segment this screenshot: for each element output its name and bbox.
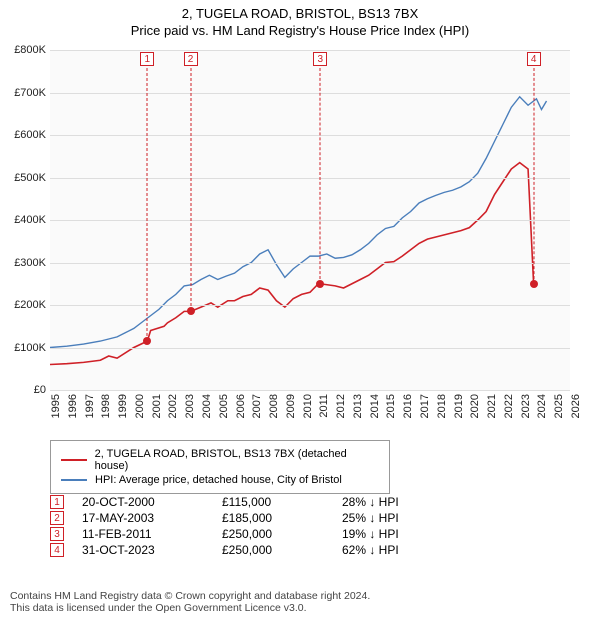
grid-line-h bbox=[50, 348, 570, 349]
marker-dot bbox=[530, 280, 538, 288]
table-cell-delta: 25% ↓ HPI bbox=[342, 511, 482, 525]
table-cell-date: 31-OCT-2023 bbox=[82, 543, 222, 557]
legend-item-hpi: HPI: Average price, detached house, City… bbox=[61, 474, 379, 486]
x-axis-label: 2024 bbox=[536, 394, 548, 418]
y-axis-label: £500K bbox=[14, 172, 46, 184]
grid-line-h bbox=[50, 220, 570, 221]
x-axis-label: 2000 bbox=[134, 394, 146, 418]
table-cell-delta: 19% ↓ HPI bbox=[342, 527, 482, 541]
grid-line-h bbox=[50, 178, 570, 179]
legend-swatch-property bbox=[61, 459, 87, 461]
x-axis-label: 1996 bbox=[67, 394, 79, 418]
x-axis-label: 1995 bbox=[50, 394, 62, 418]
x-axis-label: 2015 bbox=[385, 394, 397, 418]
x-axis-label: 2004 bbox=[201, 394, 213, 418]
x-axis-label: 2025 bbox=[553, 394, 565, 418]
marker-number-box: 2 bbox=[184, 52, 198, 66]
y-axis-label: £600K bbox=[14, 129, 46, 141]
x-axis-label: 2005 bbox=[218, 394, 230, 418]
table-cell-index: 3 bbox=[50, 527, 64, 541]
grid-line-h bbox=[50, 50, 570, 51]
x-axis-label: 2017 bbox=[419, 394, 431, 418]
footer-attribution: Contains HM Land Registry data © Crown c… bbox=[10, 590, 370, 614]
marker-dashed-line bbox=[533, 68, 534, 284]
x-axis-label: 2012 bbox=[335, 394, 347, 418]
grid-line-h bbox=[50, 135, 570, 136]
y-axis-label: £100K bbox=[14, 342, 46, 354]
x-axis-label: 2026 bbox=[570, 394, 582, 418]
y-axis-label: £800K bbox=[14, 44, 46, 56]
legend-swatch-hpi bbox=[61, 479, 87, 481]
marker-number-box: 3 bbox=[313, 52, 327, 66]
y-axis-label: £700K bbox=[14, 87, 46, 99]
legend-label-hpi: HPI: Average price, detached house, City… bbox=[95, 474, 342, 486]
marker-number-box: 4 bbox=[527, 52, 541, 66]
x-axis-label: 2007 bbox=[251, 394, 263, 418]
legend-item-property: 2, TUGELA ROAD, BRISTOL, BS13 7BX (detac… bbox=[61, 448, 379, 472]
table-cell-delta: 28% ↓ HPI bbox=[342, 495, 482, 509]
table-cell-index: 1 bbox=[50, 495, 64, 509]
table-cell-index: 2 bbox=[50, 511, 64, 525]
x-axis-label: 2019 bbox=[453, 394, 465, 418]
y-axis-label: £300K bbox=[14, 257, 46, 269]
table-cell-date: 17-MAY-2003 bbox=[82, 511, 222, 525]
table-cell-price: £185,000 bbox=[222, 511, 342, 525]
chart-title-subtitle: Price paid vs. HM Land Registry's House … bbox=[0, 23, 600, 38]
table-cell-delta: 62% ↓ HPI bbox=[342, 543, 482, 557]
table-cell-price: £115,000 bbox=[222, 495, 342, 509]
footer-line1: Contains HM Land Registry data © Crown c… bbox=[10, 590, 370, 602]
x-axis-label: 1998 bbox=[100, 394, 112, 418]
table-cell-price: £250,000 bbox=[222, 527, 342, 541]
grid-line-h bbox=[50, 305, 570, 306]
footer-line2: This data is licensed under the Open Gov… bbox=[10, 602, 370, 614]
x-axis-label: 2003 bbox=[184, 394, 196, 418]
x-axis-label: 2014 bbox=[369, 394, 381, 418]
grid-line-h bbox=[50, 390, 570, 391]
x-axis-label: 2020 bbox=[469, 394, 481, 418]
x-axis-label: 2011 bbox=[318, 394, 330, 418]
y-axis-label: £400K bbox=[14, 214, 46, 226]
x-axis-label: 2018 bbox=[436, 394, 448, 418]
table-cell-date: 11-FEB-2011 bbox=[82, 527, 222, 541]
table-row: 1 20-OCT-2000£115,00028% ↓ HPI bbox=[50, 495, 520, 509]
grid-line-h bbox=[50, 263, 570, 264]
table-row: 3 11-FEB-2011£250,00019% ↓ HPI bbox=[50, 527, 520, 541]
grid-line-h bbox=[50, 93, 570, 94]
x-axis-label: 1999 bbox=[117, 394, 129, 418]
x-axis-label: 2022 bbox=[503, 394, 515, 418]
x-axis-label: 2001 bbox=[151, 394, 163, 418]
title-block: 2, TUGELA ROAD, BRISTOL, BS13 7BX Price … bbox=[0, 0, 600, 38]
table-cell-price: £250,000 bbox=[222, 543, 342, 557]
x-axis-label: 2002 bbox=[167, 394, 179, 418]
transactions-table: 1 20-OCT-2000£115,00028% ↓ HPI 2 17-MAY-200… bbox=[50, 493, 520, 559]
legend-label-property: 2, TUGELA ROAD, BRISTOL, BS13 7BX (detac… bbox=[95, 448, 379, 472]
x-axis-label: 2016 bbox=[402, 394, 414, 418]
page-root: 2, TUGELA ROAD, BRISTOL, BS13 7BX Price … bbox=[0, 0, 600, 620]
x-axis-label: 1997 bbox=[84, 394, 96, 418]
x-axis-label: 2023 bbox=[520, 394, 532, 418]
y-axis-label: £200K bbox=[14, 299, 46, 311]
table-row: 4 31-OCT-2023£250,00062% ↓ HPI bbox=[50, 543, 520, 557]
table-cell-index: 4 bbox=[50, 543, 64, 557]
x-axis-label: 2010 bbox=[302, 394, 314, 418]
x-axis-label: 2021 bbox=[486, 394, 498, 418]
x-axis-label: 2013 bbox=[352, 394, 364, 418]
chart-legend: 2, TUGELA ROAD, BRISTOL, BS13 7BX (detac… bbox=[50, 440, 390, 494]
x-axis-label: 2009 bbox=[285, 394, 297, 418]
marker-dashed-line bbox=[147, 68, 148, 341]
chart-title-address: 2, TUGELA ROAD, BRISTOL, BS13 7BX bbox=[0, 6, 600, 21]
marker-dot bbox=[143, 337, 151, 345]
table-cell-date: 20-OCT-2000 bbox=[82, 495, 222, 509]
x-axis-label: 2006 bbox=[235, 394, 247, 418]
marker-dot bbox=[187, 307, 195, 315]
marker-dashed-line bbox=[320, 68, 321, 284]
marker-dot bbox=[316, 280, 324, 288]
chart-plot-area: £0£100K£200K£300K£400K£500K£600K£700K£80… bbox=[50, 50, 570, 390]
y-axis-label: £0 bbox=[34, 384, 46, 396]
table-row: 2 17-MAY-2003£185,00025% ↓ HPI bbox=[50, 511, 520, 525]
marker-number-box: 1 bbox=[140, 52, 154, 66]
x-axis-label: 2008 bbox=[268, 394, 280, 418]
marker-dashed-line bbox=[190, 68, 191, 311]
